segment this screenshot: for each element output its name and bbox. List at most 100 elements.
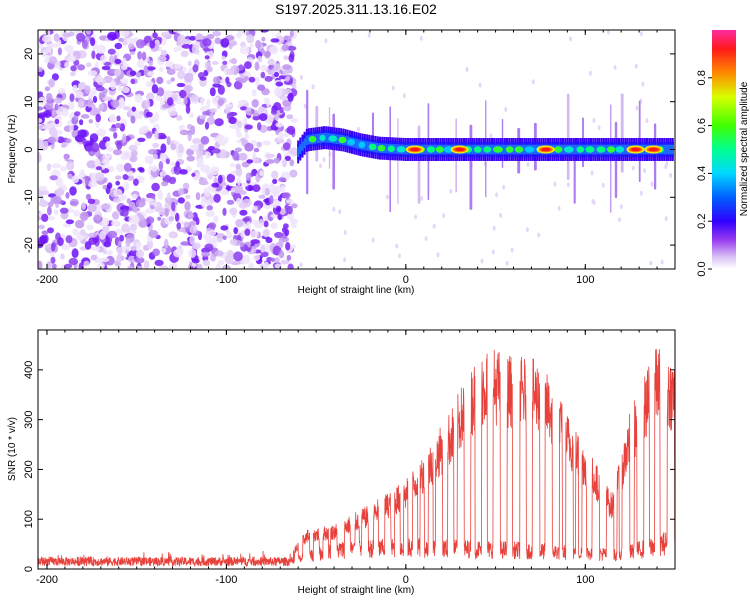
noise-blob — [286, 254, 292, 261]
noise-blob — [258, 219, 265, 224]
noise-blob — [64, 263, 73, 269]
noise-blob — [185, 104, 191, 114]
noise-blob — [71, 248, 79, 259]
noise-blob — [146, 239, 154, 250]
noise-blob — [49, 43, 59, 48]
noise-blob — [122, 174, 129, 180]
snr-frame — [37, 329, 676, 570]
noise-blob — [120, 30, 130, 38]
signal-blob — [396, 146, 406, 153]
peak-core — [540, 147, 551, 152]
noise-blob — [280, 185, 286, 193]
noise-blob — [160, 97, 165, 106]
noise-blob — [209, 87, 216, 97]
speckle — [419, 35, 423, 41]
noise-blob — [47, 201, 54, 208]
noise-blob — [137, 51, 143, 60]
speckle — [442, 213, 446, 219]
speckle — [664, 216, 668, 222]
noise-blob — [203, 187, 211, 197]
speckle — [338, 209, 342, 215]
signal-blob — [387, 145, 395, 152]
noise-blob — [226, 230, 232, 239]
snr-series-line — [38, 349, 675, 568]
speckle — [299, 75, 303, 80]
noise-blob — [170, 111, 178, 116]
noise-blob — [196, 157, 204, 167]
noise-blob — [90, 254, 98, 261]
noise-blob — [122, 133, 127, 143]
speckle — [478, 82, 482, 88]
noise-blob — [179, 169, 188, 175]
noise-blob — [191, 44, 199, 55]
signal-blob — [443, 146, 454, 153]
noise-blob — [248, 76, 256, 83]
noise-blob — [273, 86, 283, 97]
noise-blob — [257, 84, 266, 91]
noise-blob — [281, 44, 289, 52]
speckle — [531, 79, 535, 85]
noise-blob — [278, 250, 285, 259]
noise-blob — [205, 200, 212, 206]
noise-blob — [62, 107, 69, 117]
noise-blob — [173, 63, 182, 70]
noise-blob — [38, 106, 44, 111]
noise-blob — [159, 170, 167, 177]
noise-blob — [64, 61, 69, 69]
speckle — [643, 168, 647, 174]
speckle — [566, 182, 570, 188]
noise-blob — [245, 172, 252, 181]
speckle — [395, 243, 399, 249]
noise-blob — [38, 96, 47, 106]
noise-blob — [181, 44, 192, 49]
noise-blob — [97, 262, 105, 269]
noise-blob — [220, 225, 229, 231]
signal-blob — [576, 146, 585, 153]
noise-blob — [219, 149, 227, 159]
noise-blob — [168, 216, 175, 222]
noise-blob — [164, 208, 169, 217]
noise-blob — [51, 110, 56, 117]
speckle — [525, 227, 529, 233]
noise-blob — [135, 241, 142, 250]
noise-blob — [87, 70, 98, 77]
noise-blob — [165, 158, 170, 165]
noise-blob — [176, 222, 181, 230]
noise-blob — [180, 50, 189, 58]
noise-blob — [68, 257, 79, 266]
noise-blob — [127, 175, 135, 181]
noise-blob — [282, 192, 291, 199]
noise-blob — [147, 71, 155, 76]
noise-blob — [103, 61, 111, 66]
noise-blob — [154, 259, 164, 267]
noise-blob — [161, 181, 169, 187]
noise-blob — [151, 182, 160, 192]
y-tick-label: 100 — [23, 510, 35, 528]
signal-blob — [564, 146, 574, 153]
noise-blob — [199, 105, 209, 112]
snr-x-ticks: -200 -100 0 100 — [36, 330, 676, 586]
speckle — [537, 232, 541, 238]
speckle — [322, 157, 326, 163]
noise-blob — [52, 195, 62, 204]
noise-blob — [243, 76, 249, 81]
noise-blob — [137, 137, 146, 142]
signal-blob — [607, 146, 616, 153]
noise-blob — [135, 39, 146, 49]
noise-blob — [160, 247, 167, 254]
noise-blob — [216, 237, 223, 243]
noise-blob — [180, 241, 191, 246]
x-tick-label: 100 — [576, 274, 594, 286]
noise-blob — [238, 64, 244, 71]
noise-blob — [110, 80, 117, 90]
noise-blob — [273, 102, 282, 111]
noise-blob — [178, 143, 184, 154]
speckle — [618, 217, 621, 223]
y-tick-label: 20 — [23, 48, 35, 60]
noise-blob — [290, 220, 297, 229]
speckle — [591, 198, 595, 204]
colorbar-tick-label: 0.4 — [696, 166, 708, 181]
signal-blob — [473, 146, 482, 153]
noise-blob — [256, 141, 262, 148]
noise-blob — [195, 192, 201, 201]
